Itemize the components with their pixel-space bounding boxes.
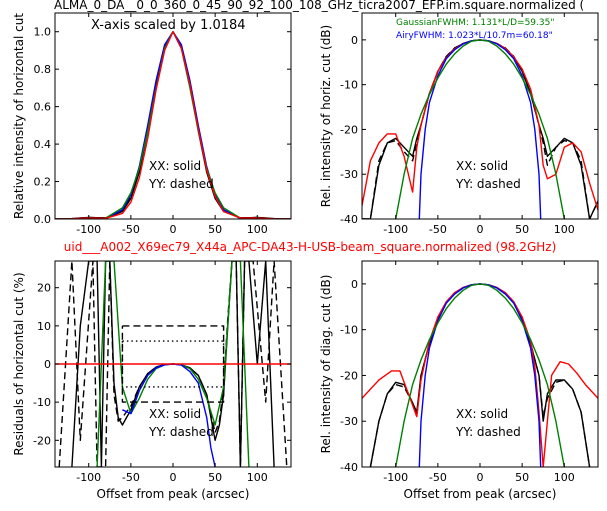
series-group — [55, 31, 291, 219]
x-tick-label: -50 — [429, 471, 447, 484]
series-line-4 — [395, 283, 565, 467]
x-tick-label: 50 — [515, 223, 529, 236]
series-line-1 — [362, 39, 598, 219]
y-axis-label: Rel. intensity of horiz. cut (dB) — [319, 25, 333, 207]
yy-legend-text: YY: dashed — [455, 177, 521, 191]
xscale-annotation: X-axis scaled by 1.0184 — [91, 18, 246, 33]
x-tick-label: -100 — [383, 223, 408, 236]
y-tick-label: 0.4 — [34, 138, 52, 151]
x-tick-label: -100 — [383, 471, 408, 484]
y-tick-label: -20 — [340, 369, 358, 382]
y-tick-label: -30 — [340, 168, 358, 181]
x-tick-label: 0 — [477, 471, 484, 484]
panel-bottom-right: -100 -50 0 50 100 0 -10 -20 -30 -40 Rel. intensity… — [319, 260, 599, 501]
x-tick-label: -100 — [76, 471, 101, 484]
series-line-2 — [362, 283, 598, 467]
figure-title-mid: uid___A002_X69ec79_X44a_APC-DA43-H-USB-b… — [64, 240, 557, 254]
series-group — [362, 283, 598, 467]
series-line-4 — [395, 39, 565, 219]
series-line-1 — [369, 283, 591, 467]
yy-legend-text: YY: dashed — [455, 425, 521, 439]
x-tick-label: 100 — [247, 471, 268, 484]
yy-legend-text: YY: dashed — [148, 177, 214, 191]
x-tick-label: 100 — [554, 471, 575, 484]
x-axis-label: Offset from peak (arcsec) — [404, 487, 557, 501]
y-tick-label: -10 — [340, 79, 358, 92]
xx-legend-text: XX: solid — [456, 159, 508, 173]
panel-top-left: -100 -50 0 50 100 0.0 0.2 0.4 0.6 0.8 1.0 Relative … — [12, 12, 292, 236]
y-tick-label: -20 — [33, 434, 51, 447]
airy-fwhm-legend: AiryFWHM: 1.023*L/10.7m=60.18" — [396, 31, 553, 41]
x-tick-label: 100 — [554, 223, 575, 236]
y-tick-label: -10 — [33, 396, 51, 409]
xx-legend-text: XX: solid — [149, 159, 201, 173]
y-axis-label: Residuals of horizontal cut (%) — [12, 272, 26, 455]
xx-legend-text: XX: solid — [149, 407, 201, 421]
y-tick-label: 10 — [37, 320, 51, 333]
x-tick-label: -50 — [429, 223, 447, 236]
y-tick-label: 0 — [351, 34, 358, 47]
x-tick-label: 0 — [477, 223, 484, 236]
series-group — [362, 39, 598, 219]
y-tick-label: 0.0 — [34, 213, 52, 226]
series-group — [55, 261, 291, 467]
x-tick-label: 100 — [247, 223, 268, 236]
x-tick-label: 0 — [170, 471, 177, 484]
y-tick-label: 0 — [44, 358, 51, 371]
y-tick-label: -30 — [340, 415, 358, 428]
gaussian-fwhm-legend: GaussianFWHM: 1.131*L/D=59.35" — [396, 18, 554, 28]
figure-title-top: ALMA_0_DA__0_0_360_0_45_90_92_100_108_GH… — [54, 0, 584, 12]
y-tick-label: 0.6 — [34, 101, 52, 114]
y-tick-label: -40 — [340, 213, 358, 226]
x-tick-label: -50 — [122, 471, 140, 484]
x-tick-label: 0 — [170, 223, 177, 236]
x-axis-label: Offset from peak (arcsec) — [97, 487, 250, 501]
x-tick-label: 50 — [515, 471, 529, 484]
y-tick-label: 0 — [351, 278, 358, 291]
y-tick-label: -10 — [340, 324, 358, 337]
series-line-3 — [418, 283, 542, 467]
series-line-5 — [121, 325, 225, 403]
x-tick-label: -50 — [122, 223, 140, 236]
series-line-0 — [362, 39, 598, 219]
y-tick-label: 0.2 — [34, 176, 52, 189]
y-tick-label: -20 — [340, 123, 358, 136]
x-tick-label: 50 — [208, 471, 222, 484]
y-tick-label: 20 — [37, 282, 51, 295]
x-tick-label: 50 — [208, 223, 222, 236]
y-tick-label: 1.0 — [34, 26, 52, 39]
yy-legend-text: YY: dashed — [148, 425, 214, 439]
xx-legend-text: XX: solid — [456, 407, 508, 421]
y-axis-label: Rel. intensity of diag. cut (dB) — [319, 275, 333, 454]
series-line-3 — [418, 39, 542, 219]
panel-top-right: -100 -50 0 50 100 0 -10 -20 -30 -40 Rel. intensity… — [319, 12, 599, 236]
y-tick-label: 0.8 — [34, 63, 52, 76]
series-line-0 — [369, 283, 591, 467]
x-tick-label: -100 — [76, 223, 101, 236]
series-line-1 — [58, 261, 288, 467]
y-tick-label: -40 — [340, 461, 358, 474]
series-line-4 — [55, 31, 291, 219]
y-axis-label: Relative intensity of horizontal cut — [12, 13, 26, 219]
